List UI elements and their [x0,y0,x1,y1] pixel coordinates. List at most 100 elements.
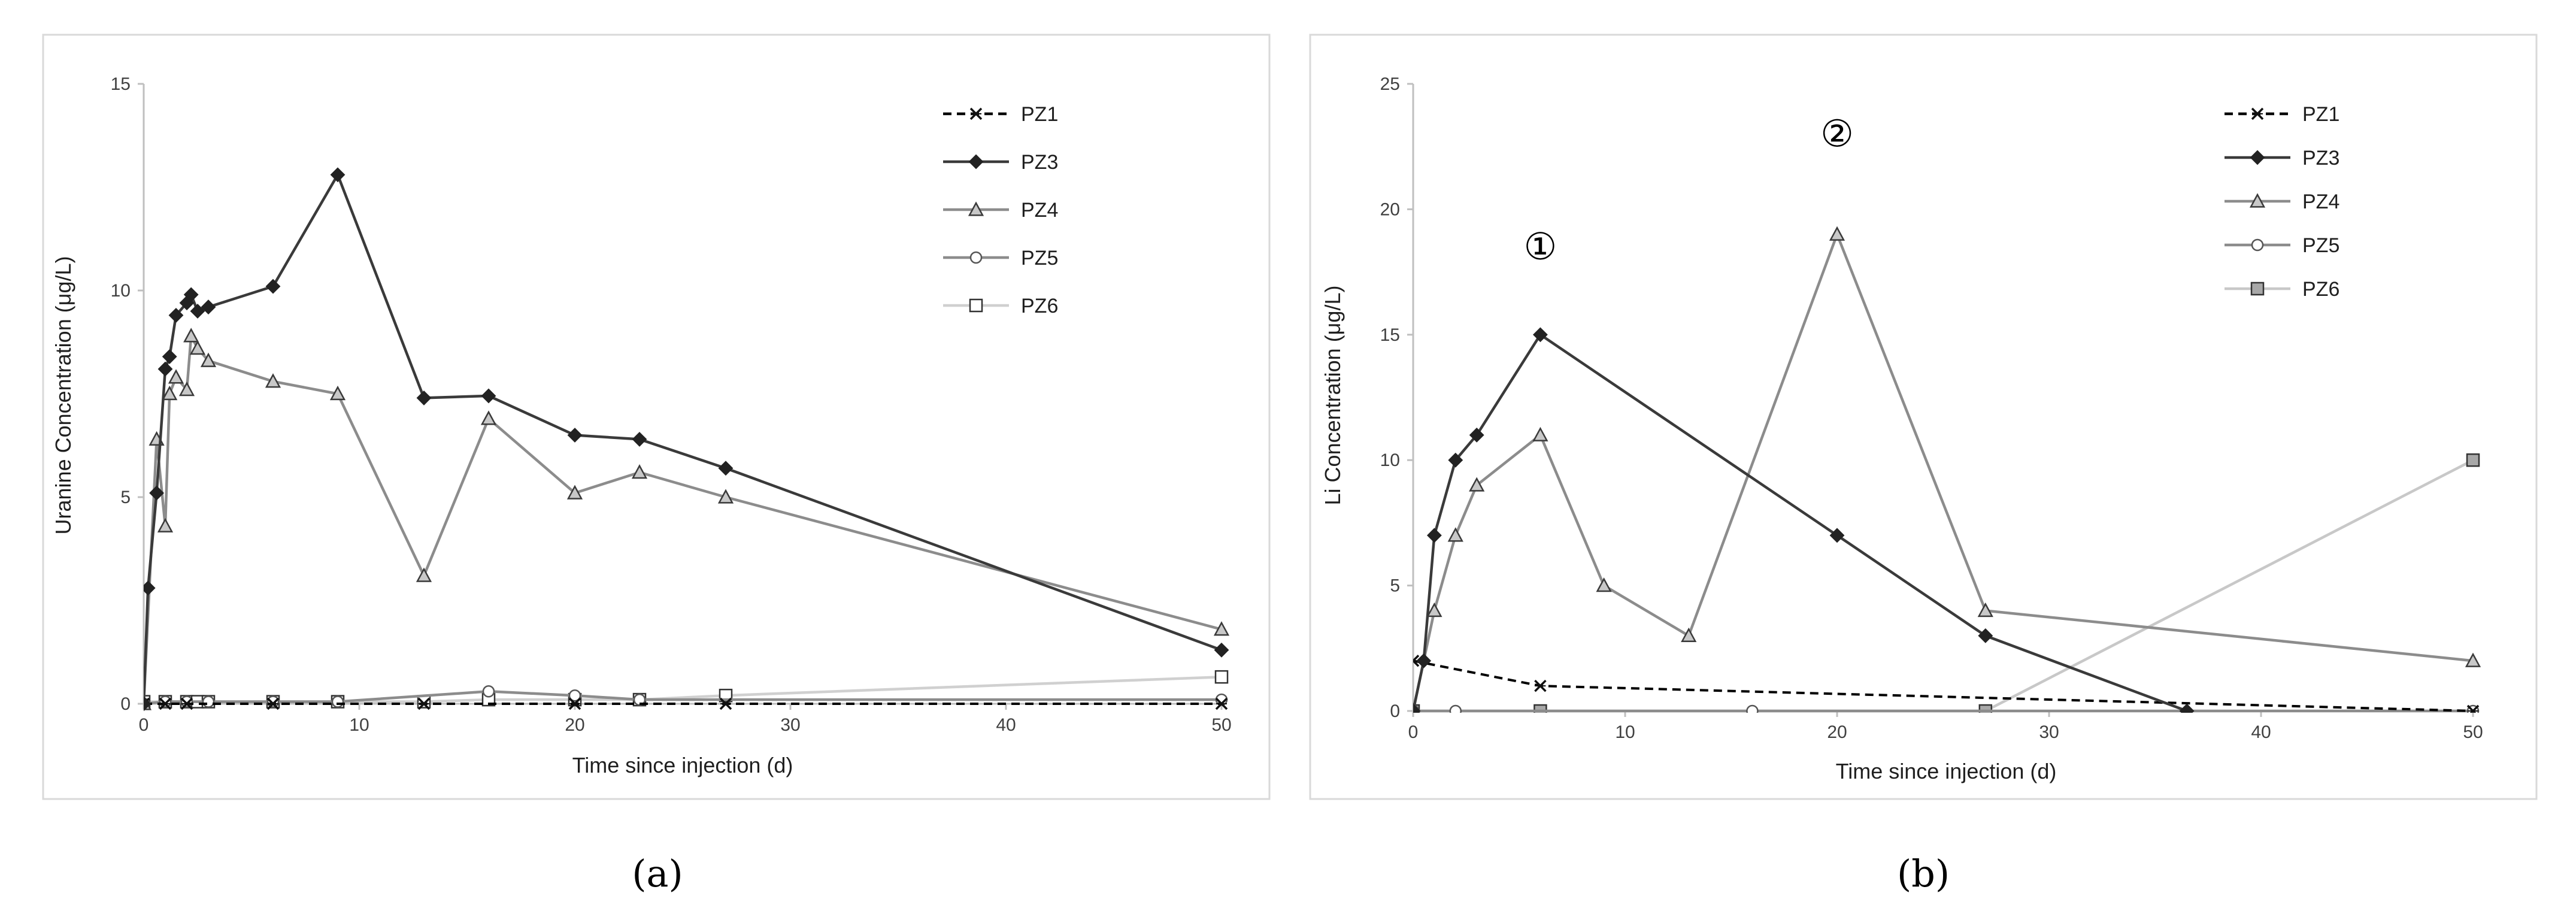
data-point-pz4 [168,369,184,384]
data-point-pz3 [416,390,432,405]
data-point-pz4 [1596,577,1612,592]
data-point-pz4 [200,352,217,367]
data-point-pz4 [1681,627,1697,642]
data-point-pz5 [1449,704,1462,713]
data-point-pz5 [159,695,172,708]
data-point-pz4 [1213,621,1230,636]
data-point-pz3 [1532,327,1548,343]
data-point-pz4 [717,489,734,504]
data-point-pz3 [190,304,205,319]
data-point-pz1 [2466,704,2480,713]
data-point-pz4 [631,464,648,479]
annotation-label: ① [1524,225,1557,268]
chart-frame [42,34,1271,800]
y-tick-label: 15 [1380,325,1400,345]
data-point-pz3 [1448,452,1463,468]
legend-item: PZ6 [2225,278,2339,301]
y-tick-label: 25 [1380,74,1400,94]
series-line-pz4 [1413,233,2474,712]
data-point-pz4 [2465,652,2481,667]
legend-label: PZ1 [1021,103,1058,126]
y-tick-label: 15 [111,74,131,94]
legend-item: PZ1 [943,103,1058,126]
data-point-pz3 [1426,528,1442,543]
data-point-pz4 [183,328,199,343]
chart-panel-a: 0 5 10 15 0 10 20 30 40 50 PZ1 PZ3 PZ4 PZ5 PZ6 Time … [42,34,1271,895]
x-tick-label: 40 [996,715,1016,735]
data-point-pz3 [567,428,583,443]
x-tick-label: 40 [2251,722,2271,742]
data-point-pz6 [417,695,431,709]
data-point-pz4 [265,373,281,388]
data-point-pz3 [330,167,346,183]
data-point-pz5 [202,695,215,708]
x-tick-label: 10 [1615,722,1635,742]
data-point-pz4 [157,518,174,532]
data-point-pz5 [568,689,581,702]
data-point-pz5 [266,695,280,708]
x-tick-label: 20 [1827,722,1847,742]
legend-item: PZ6 [943,295,1058,317]
data-point-pz1 [1215,697,1228,710]
series-line-pz5 [144,690,1222,706]
data-point-pz3 [144,696,151,712]
y-tick-label: 0 [1390,701,1400,721]
panel-caption-a: (a) [632,852,683,895]
data-point-pz3 [149,485,165,501]
data-point-pz1 [417,697,431,710]
data-point-pz3 [1978,628,1993,643]
data-point-pz5 [180,695,193,708]
data-point-pz6 [1214,670,1229,684]
data-point-pz3 [265,279,281,294]
data-point-pz3 [144,580,156,596]
data-point-pz3 [1413,703,1421,713]
y-tick-label: 5 [1390,576,1400,596]
legend-marker [2251,238,2264,252]
y-tick-label: 0 [120,694,131,714]
data-point-pz5 [1746,704,1759,713]
legend-label: PZ3 [1021,151,1058,174]
data-point-pz5 [633,693,646,706]
data-point-pz5 [331,695,344,708]
x-tick-label: 30 [2039,722,2059,742]
data-point-pz5 [482,685,495,698]
legend-item: PZ4 [943,199,1058,222]
data-point-pz3 [1214,642,1229,658]
legend-label: PZ6 [1021,295,1058,317]
legend-label: PZ3 [2302,147,2339,170]
y-tick-label: 10 [111,281,131,301]
x-tick-label: 10 [349,715,369,735]
data-point-pz4 [566,485,583,500]
data-point-pz1 [1534,679,1547,692]
legend-marker [2250,150,2265,165]
data-point-pz1 [266,697,280,710]
x-tick-label: 0 [139,715,149,735]
legend-item: PZ3 [943,151,1058,174]
legend-marker [969,298,983,313]
data-point-pz4 [416,567,432,582]
legend-marker [969,251,983,264]
data-point-pz3 [168,307,184,323]
legend-label: PZ6 [2302,278,2339,301]
y-tick-label: 20 [1380,199,1400,219]
legend-label: PZ4 [1021,199,1058,222]
data-point-pz4 [1977,602,1993,618]
data-point-pz3 [718,461,734,476]
data-point-pz4 [1426,602,1442,618]
panel-caption-b: (b) [1897,852,1950,895]
data-point-pz1 [180,697,193,710]
data-point-pz1 [159,697,172,710]
data-point-pz4 [480,410,497,425]
data-point-pz3 [632,431,647,447]
data-point-pz4 [162,385,178,401]
data-point-pz1 [568,697,581,710]
data-point-pz1 [719,697,732,710]
legend-marker [2250,282,2265,296]
legend-item: PZ3 [2225,147,2339,170]
annotation-label: ② [1820,112,1854,156]
x-tick-label: 50 [1211,715,1231,735]
y-tick-label: 10 [1380,450,1400,470]
data-point-pz4 [1447,527,1463,542]
x-tick-label: 30 [780,715,800,735]
x-tick-label: 20 [565,715,584,735]
